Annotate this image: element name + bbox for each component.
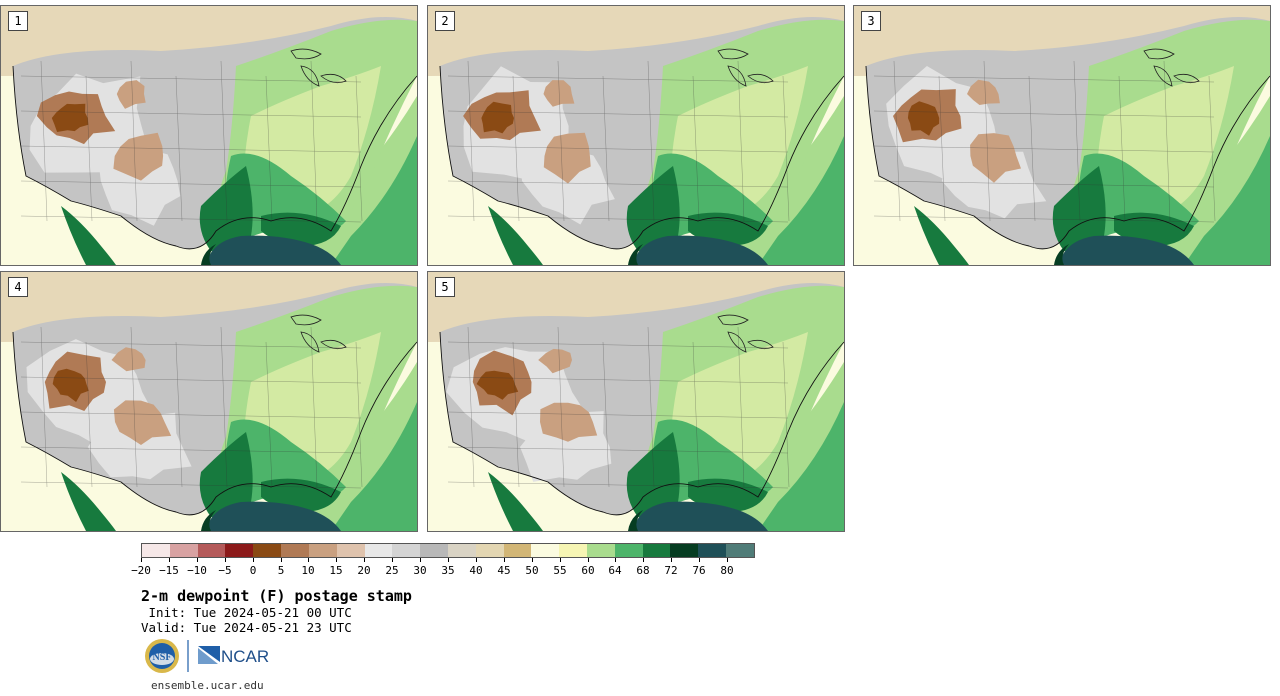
colorbar-tick bbox=[392, 558, 393, 562]
member-panel-2: 2 bbox=[427, 5, 845, 266]
colorbar-segment bbox=[531, 544, 560, 557]
colorbar-ticks: −20 −15 −10 −5 0 5 10 15 20 25 30 35 40 45 50 55 60 64 68 7… bbox=[131, 558, 755, 578]
member-label: 4 bbox=[8, 277, 28, 297]
member-label: 3 bbox=[861, 11, 881, 31]
colorbar-segment bbox=[475, 544, 504, 557]
colorbar-segment bbox=[197, 544, 226, 557]
dewpoint-map bbox=[428, 6, 844, 265]
colorbar-tick-label: −20 bbox=[131, 564, 151, 577]
colorbar-tick bbox=[141, 558, 142, 562]
colorbar-tick bbox=[225, 558, 226, 562]
colorbar-segment bbox=[225, 544, 254, 557]
init-time: Init: Tue 2024-05-21 00 UTC bbox=[141, 605, 352, 620]
colorbar-tick-label: 40 bbox=[469, 564, 483, 577]
colorbar-tick bbox=[588, 558, 589, 562]
colorbar-tick-label: 50 bbox=[525, 564, 539, 577]
member-panel-4: 4 bbox=[0, 271, 418, 532]
website-url: ensemble.ucar.edu bbox=[151, 679, 264, 692]
nsf-logo-icon: NSF bbox=[145, 639, 179, 673]
colorbar-tick-label: 35 bbox=[441, 564, 455, 577]
colorbar-segment bbox=[698, 544, 727, 557]
figure-title: 2-m dewpoint (F) postage stamp bbox=[141, 587, 412, 605]
colorbar-tick bbox=[476, 558, 477, 562]
svg-text:NSF: NSF bbox=[153, 652, 172, 663]
colorbar-segment bbox=[559, 544, 587, 557]
colorbar-segment bbox=[142, 544, 170, 557]
colorbar-segment bbox=[587, 544, 615, 557]
colorbar-segment bbox=[726, 544, 754, 557]
colorbar-tick-label: 72 bbox=[664, 564, 678, 577]
member-panel-1: 1 bbox=[0, 5, 418, 266]
colorbar-segment bbox=[642, 544, 671, 557]
colorbar-segment bbox=[670, 544, 699, 557]
member-panel-3: 3 bbox=[853, 5, 1271, 266]
colorbar-tick-label: 5 bbox=[277, 564, 285, 577]
colorbar-tick-label: −15 bbox=[159, 564, 179, 577]
colorbar-segment bbox=[614, 544, 643, 557]
colorbar-tick-label: 0 bbox=[249, 564, 257, 577]
colorbar-segment bbox=[447, 544, 476, 557]
colorbar-tick bbox=[336, 558, 337, 562]
colorbar-segment bbox=[308, 544, 337, 557]
colorbar-tick bbox=[364, 558, 365, 562]
colorbar-segment bbox=[253, 544, 282, 557]
colorbar-segment bbox=[420, 544, 448, 557]
colorbar-segment bbox=[169, 544, 198, 557]
colorbar-tick-label: 80 bbox=[720, 564, 734, 577]
logos: NSF NCAR bbox=[145, 639, 269, 673]
colorbar-tick bbox=[504, 558, 505, 562]
colorbar-tick bbox=[532, 558, 533, 562]
colorbar-tick-label: 30 bbox=[413, 564, 427, 577]
member-label: 5 bbox=[435, 277, 455, 297]
colorbar-tick-label: 25 bbox=[385, 564, 399, 577]
colorbar-segment bbox=[281, 544, 309, 557]
colorbar-tick bbox=[420, 558, 421, 562]
dewpoint-map bbox=[854, 6, 1270, 265]
valid-time: Valid: Tue 2024-05-21 23 UTC bbox=[141, 620, 352, 635]
ncar-logo-icon: NCAR bbox=[198, 646, 269, 666]
colorbar-tick-label: 45 bbox=[497, 564, 511, 577]
colorbar-tick bbox=[169, 558, 170, 562]
colorbar-segment bbox=[336, 544, 365, 557]
colorbar-tick bbox=[727, 558, 728, 562]
member-label: 2 bbox=[435, 11, 455, 31]
colorbar-tick-label: 76 bbox=[692, 564, 706, 577]
colorbar-segment bbox=[364, 544, 393, 557]
colorbar-segment bbox=[392, 544, 421, 557]
colorbar-tick-label: −5 bbox=[218, 564, 232, 577]
colorbar-tick-label: 55 bbox=[553, 564, 567, 577]
colorbar-tick bbox=[253, 558, 254, 562]
dewpoint-map bbox=[1, 6, 417, 265]
colorbar bbox=[141, 543, 755, 558]
colorbar-tick-label: 15 bbox=[329, 564, 343, 577]
colorbar-tick bbox=[699, 558, 700, 562]
colorbar-tick bbox=[448, 558, 449, 562]
colorbar-tick bbox=[281, 558, 282, 562]
dewpoint-map bbox=[1, 272, 417, 531]
colorbar-segment bbox=[503, 544, 532, 557]
colorbar-tick bbox=[197, 558, 198, 562]
colorbar-tick bbox=[560, 558, 561, 562]
dewpoint-map bbox=[428, 272, 844, 531]
colorbar-tick-label: 64 bbox=[608, 564, 622, 577]
member-label: 1 bbox=[8, 11, 28, 31]
colorbar-tick bbox=[671, 558, 672, 562]
colorbar-tick-label: 60 bbox=[581, 564, 595, 577]
colorbar-tick bbox=[643, 558, 644, 562]
colorbar-tick-label: 68 bbox=[636, 564, 650, 577]
colorbar-tick bbox=[615, 558, 616, 562]
member-panel-5: 5 bbox=[427, 271, 845, 532]
colorbar-tick bbox=[308, 558, 309, 562]
colorbar-tick-label: 20 bbox=[357, 564, 371, 577]
svg-text:NCAR: NCAR bbox=[221, 647, 269, 666]
colorbar-tick-label: −10 bbox=[187, 564, 207, 577]
colorbar-tick-label: 10 bbox=[301, 564, 315, 577]
